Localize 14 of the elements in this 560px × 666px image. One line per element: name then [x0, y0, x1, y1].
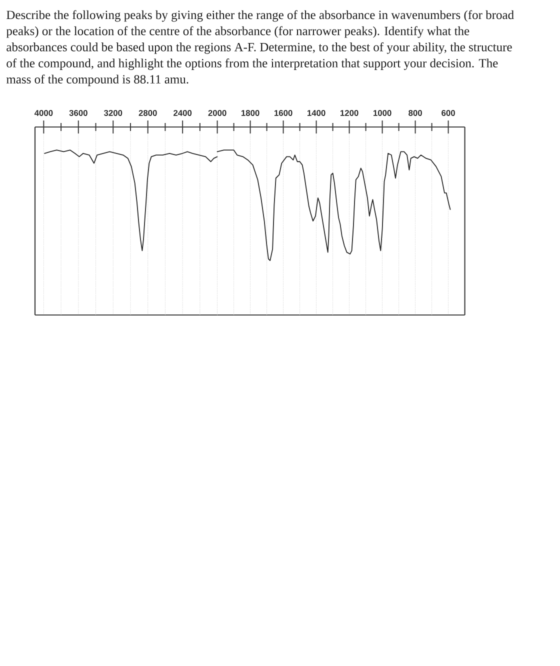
x-tick-label: 1200	[340, 110, 358, 116]
text: Describe the following peaks by giving either the range of the absorbance in wavenumbers (for broad peaks) or the location of the centre of the absorbance (for narrower peaks). Identify what the absorbances could be based upon the regions A-F. Determine, to the best of your ability, the structure of the compound, and highlight the options from the interpretation that support your decision. The mass of the compound is 88.11 amu.	[6, 10, 514, 86]
x-tick-label: 1600	[274, 110, 292, 116]
x-tick-label: 600	[442, 110, 455, 116]
x-tick-label: 3600	[69, 110, 88, 116]
x-tick-label: 2800	[138, 110, 157, 116]
x-tick-label: 2000	[208, 110, 226, 116]
x-tick-label: 1800	[241, 110, 260, 116]
x-tick-label: 1400	[307, 110, 326, 116]
x-tick-label: 4000	[34, 110, 53, 116]
x-tick-label: 800	[408, 110, 422, 116]
x-tick-label: 2400	[174, 110, 192, 116]
x-tick-label: 3200	[104, 110, 122, 116]
x-tick-label: 1000	[373, 110, 392, 116]
